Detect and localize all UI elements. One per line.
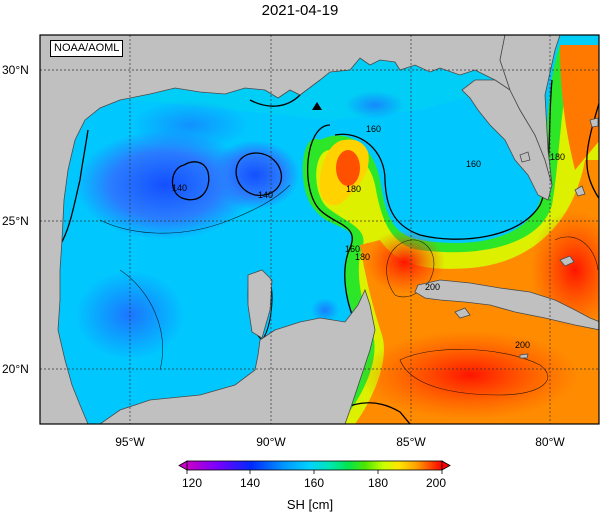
- bahamas-island-3: [589, 117, 599, 128]
- colorbar-right-arrow-icon: [441, 460, 451, 471]
- colorbar-tick-label: 160: [304, 476, 324, 490]
- triangle-marker-icon: [312, 102, 322, 110]
- lat-label-30n: 30°N: [2, 63, 29, 77]
- colorbar-gradient: [186, 460, 443, 471]
- lon-label-90w: 90°W: [256, 435, 286, 449]
- florida-east: [499, 35, 561, 186]
- colorbar-left-arrow-icon: [178, 460, 188, 471]
- contour-label: 180: [550, 152, 565, 162]
- yucatan-peninsula-west: [247, 269, 273, 339]
- colorbar: 120 140 160 180 200: [178, 460, 451, 490]
- cuba: [414, 279, 599, 331]
- caribbean-warm-core: [360, 330, 580, 420]
- colorbar-tick-label: 120: [182, 476, 202, 490]
- lat-label-25n: 25°N: [2, 214, 29, 228]
- map-frame: [39, 34, 600, 425]
- lon-label-85w: 85°W: [396, 435, 426, 449]
- lon-label-80w: 80°W: [535, 435, 565, 449]
- minor-contours: [99, 184, 599, 396]
- lon-label-95w: 95°W: [115, 435, 145, 449]
- contour-label: 200: [515, 340, 530, 350]
- colorbar-tick-label: 140: [240, 476, 260, 490]
- contour-label: 140: [172, 183, 187, 193]
- colorbar-tick-label: 200: [426, 476, 446, 490]
- map-field: [40, 35, 599, 424]
- central-low: [210, 140, 300, 210]
- bahamas-island-4: [559, 255, 575, 267]
- map-title: 2021-04-19: [261, 2, 339, 19]
- land-masses: [40, 35, 599, 424]
- contour-label: 160: [366, 124, 381, 134]
- colorbar-tick-label: 180: [368, 476, 388, 490]
- bahamas-island-1: [519, 151, 531, 163]
- contour-label: 200: [425, 282, 440, 292]
- contour-label: 140: [258, 190, 273, 200]
- isla-de-la-juventud: [454, 307, 471, 319]
- northeast-low: [345, 91, 405, 119]
- lat-label-20n: 20°N: [2, 362, 29, 376]
- bahamas-island-2: [574, 185, 586, 197]
- warm-eddy-core: [365, 230, 445, 294]
- contour-label: 160: [345, 244, 360, 254]
- cayman-islands: [519, 353, 529, 359]
- yucatan-mexico-south: [99, 288, 376, 424]
- credit-label: NOAA/AOML: [50, 40, 124, 57]
- contour-label-group: 140 140 160 160 160 180 180 180 200 200: [172, 124, 565, 350]
- contour-label: 160: [466, 159, 481, 169]
- detached-eddy-core: [336, 150, 360, 186]
- contour-label: 180: [346, 184, 361, 194]
- colorbar-units-label: SH [cm]: [286, 497, 334, 512]
- northern-low: [130, 100, 250, 150]
- contour-label: 180: [355, 252, 370, 262]
- western-low: [75, 130, 255, 240]
- campeche-low: [311, 298, 339, 322]
- colorbar-tick-marks: [186, 470, 443, 474]
- grid-lines: [40, 35, 599, 424]
- mexico-us-coast-west: [40, 35, 511, 424]
